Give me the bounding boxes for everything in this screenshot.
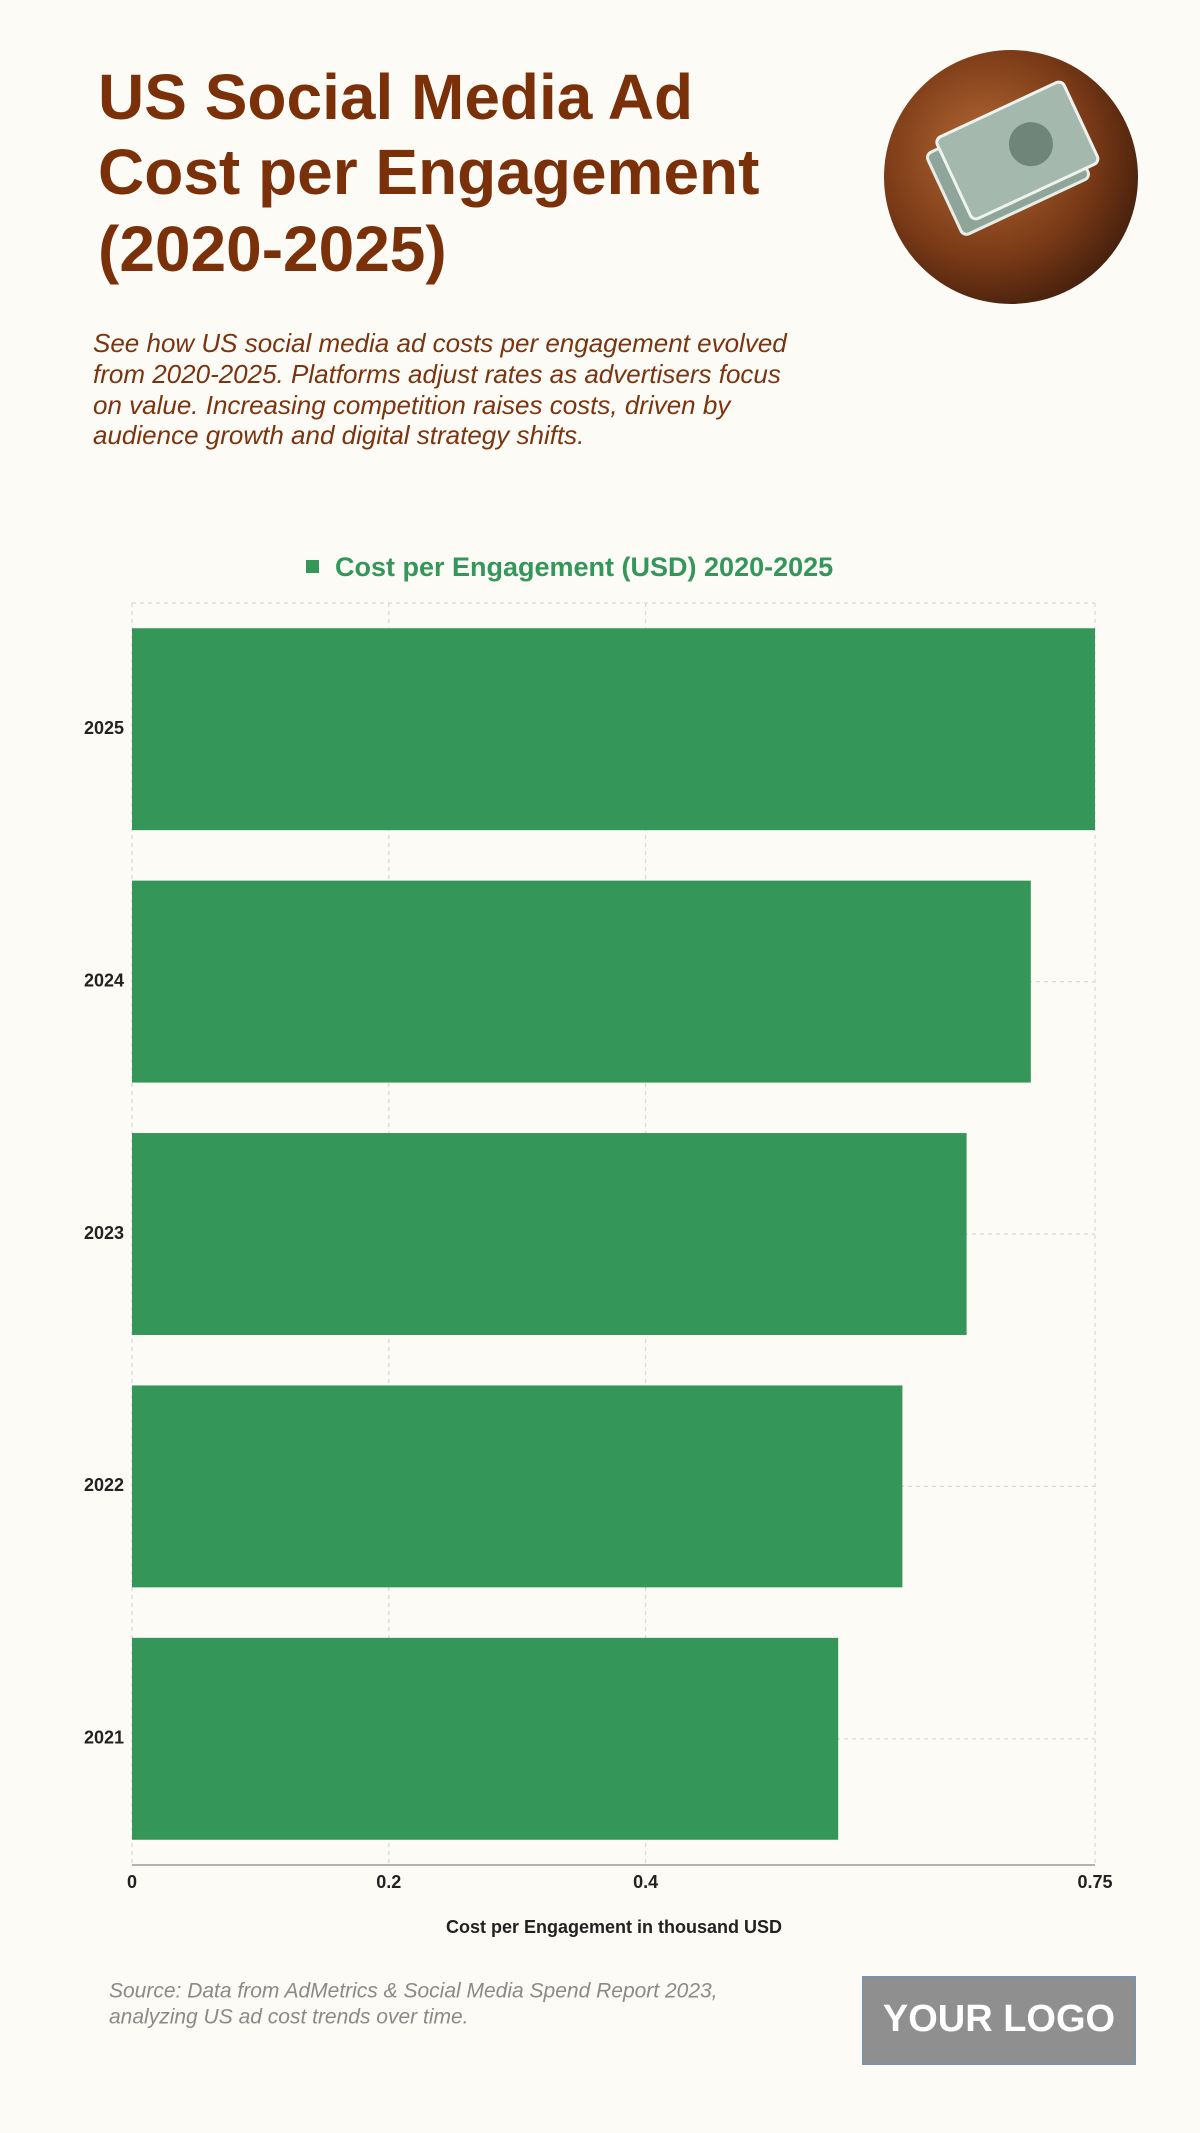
bar xyxy=(132,1385,903,1588)
subtitle: See how US social media ad costs per eng… xyxy=(93,328,788,358)
chart: 0 0.2 0.4 0.75 2025 2024 2023 2022 2021 Cost per … xyxy=(84,552,1113,1937)
title: Cost per Engagement xyxy=(98,136,759,208)
x-tick-label: 0.2 xyxy=(376,1872,401,1892)
bar xyxy=(132,880,1031,1083)
title: US Social Media Ad xyxy=(98,61,693,133)
x-tick-label: 0.4 xyxy=(633,1872,658,1892)
subtitle: from 2020-2025. Platforms adjust rates a… xyxy=(93,359,781,389)
legend-label: Cost per Engagement (USD) 2020-2025 xyxy=(335,552,833,582)
legend-swatch xyxy=(306,560,319,573)
x-tick-label: 0.75 xyxy=(1077,1872,1112,1892)
logo-box xyxy=(862,1976,1136,2065)
bar xyxy=(132,1133,967,1335)
logo: YOUR LOGO xyxy=(883,1998,1115,2040)
y-tick-label: 2025 xyxy=(84,718,124,738)
title: (2020-2025) xyxy=(98,213,447,285)
y-tick-label: 2022 xyxy=(84,1475,124,1495)
y-tick-label: 2023 xyxy=(84,1223,124,1243)
x-tick-label: 0 xyxy=(127,1872,137,1892)
bar xyxy=(132,628,1095,831)
header-image xyxy=(884,50,1138,304)
bar xyxy=(132,1637,839,1840)
x-axis-title: Cost per Engagement in thousand USD xyxy=(446,1917,782,1937)
y-tick-label: 2024 xyxy=(84,970,124,990)
subtitle: on value. Increasing competition raises … xyxy=(93,390,732,420)
subtitle: audience growth and digital strategy shi… xyxy=(93,420,584,450)
source: Source: Data from AdMetrics & Social Med… xyxy=(109,1980,718,2003)
source: analyzing US ad cost trends over time. xyxy=(109,2006,469,2029)
y-tick-label: 2021 xyxy=(84,1728,124,1748)
